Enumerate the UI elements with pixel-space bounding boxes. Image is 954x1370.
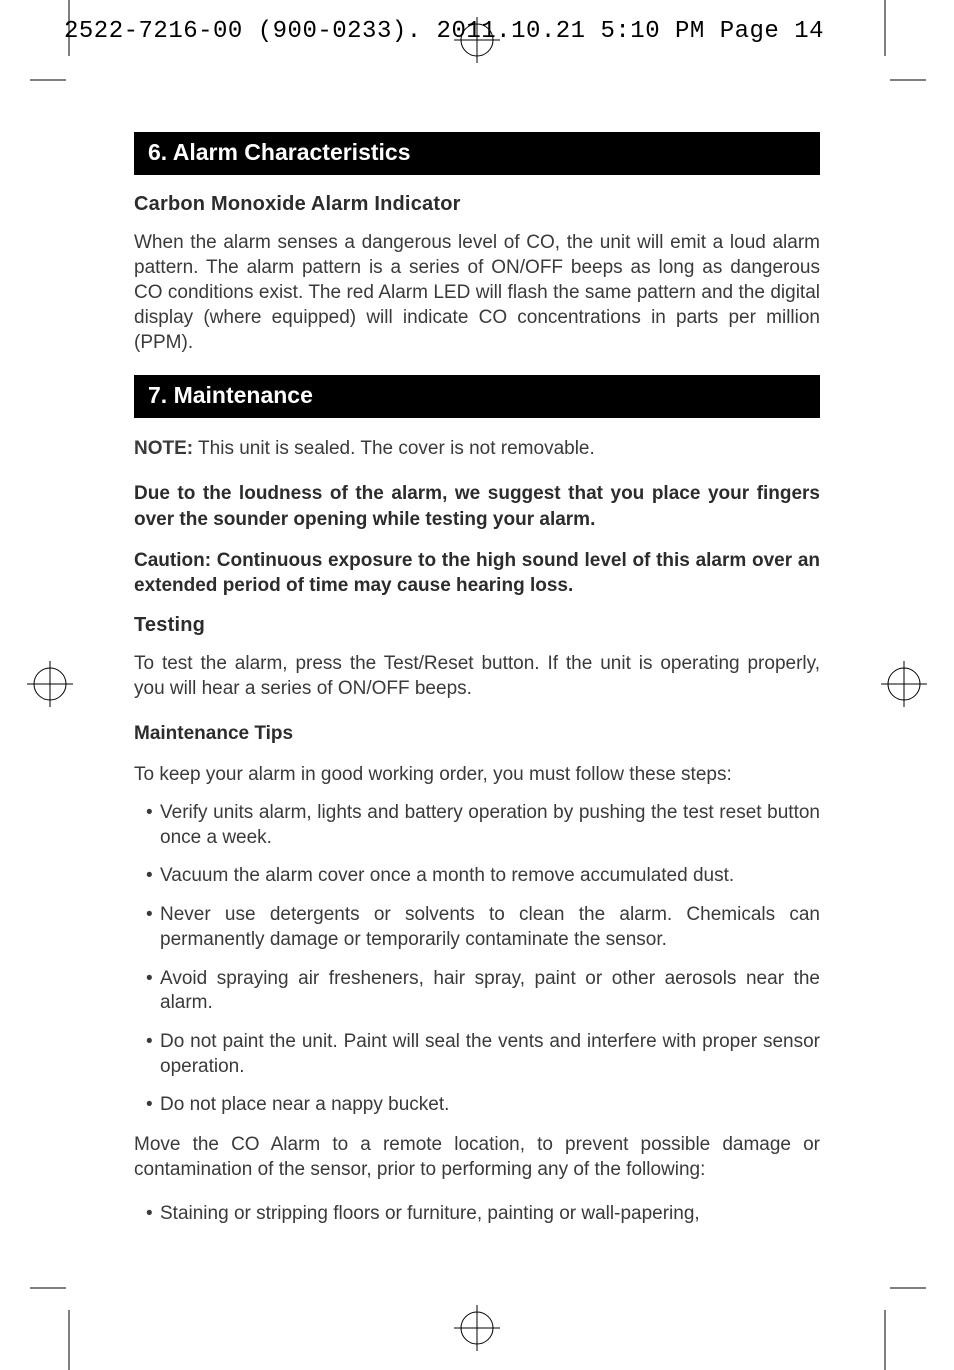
note-line: NOTE: This unit is sealed. The cover is …: [134, 436, 820, 461]
section-7-bar: 7. Maintenance: [134, 375, 820, 418]
section-6-title: 6. Alarm Characteristics: [148, 139, 411, 165]
maintenance-tips-list: Verify units alarm, lights and battery o…: [134, 801, 820, 1118]
testing-heading: Testing: [134, 614, 820, 637]
loudness-warning: Due to the loudness of the alarm, we sug…: [134, 481, 820, 531]
list-item: Staining or stripping floors or furnitur…: [134, 1202, 820, 1227]
section-7-title: 7. Maintenance: [148, 382, 313, 408]
co-alarm-indicator-para: When the alarm senses a dangerous level …: [134, 230, 820, 355]
registration-mark-bottom: [454, 1305, 500, 1351]
note-text: This unit is sealed. The cover is not re…: [193, 438, 595, 459]
list-item: Vacuum the alarm cover once a month to r…: [134, 864, 820, 889]
registration-mark-right: [881, 661, 927, 707]
registration-mark-left: [27, 661, 73, 707]
page-body: 6. Alarm Characteristics Carbon Monoxide…: [134, 128, 820, 1241]
imposition-header: 2522-7216-00 (900-0233). 2011.10.21 5:10…: [64, 18, 824, 45]
note-label: NOTE:: [134, 438, 193, 459]
maintenance-tips-heading: Maintenance Tips: [134, 721, 820, 746]
co-alarm-indicator-heading: Carbon Monoxide Alarm Indicator: [134, 193, 820, 216]
move-para: Move the CO Alarm to a remote location, …: [134, 1132, 820, 1182]
relocate-before-list: Staining or stripping floors or furnitur…: [134, 1202, 820, 1227]
testing-para: To test the alarm, press the Test/Reset …: [134, 651, 820, 701]
list-item: Do not place near a nappy bucket.: [134, 1093, 820, 1118]
hearing-loss-caution: Caution: Continuous exposure to the high…: [134, 548, 820, 598]
section-6-bar: 6. Alarm Characteristics: [134, 132, 820, 175]
list-item: Never use detergents or solvents to clea…: [134, 903, 820, 952]
list-item: Do not paint the unit. Paint will seal t…: [134, 1030, 820, 1079]
list-item: Avoid spraying air fresheners, hair spra…: [134, 967, 820, 1016]
list-item: Verify units alarm, lights and battery o…: [134, 801, 820, 850]
maintenance-tips-intro: To keep your alarm in good working order…: [134, 762, 820, 787]
